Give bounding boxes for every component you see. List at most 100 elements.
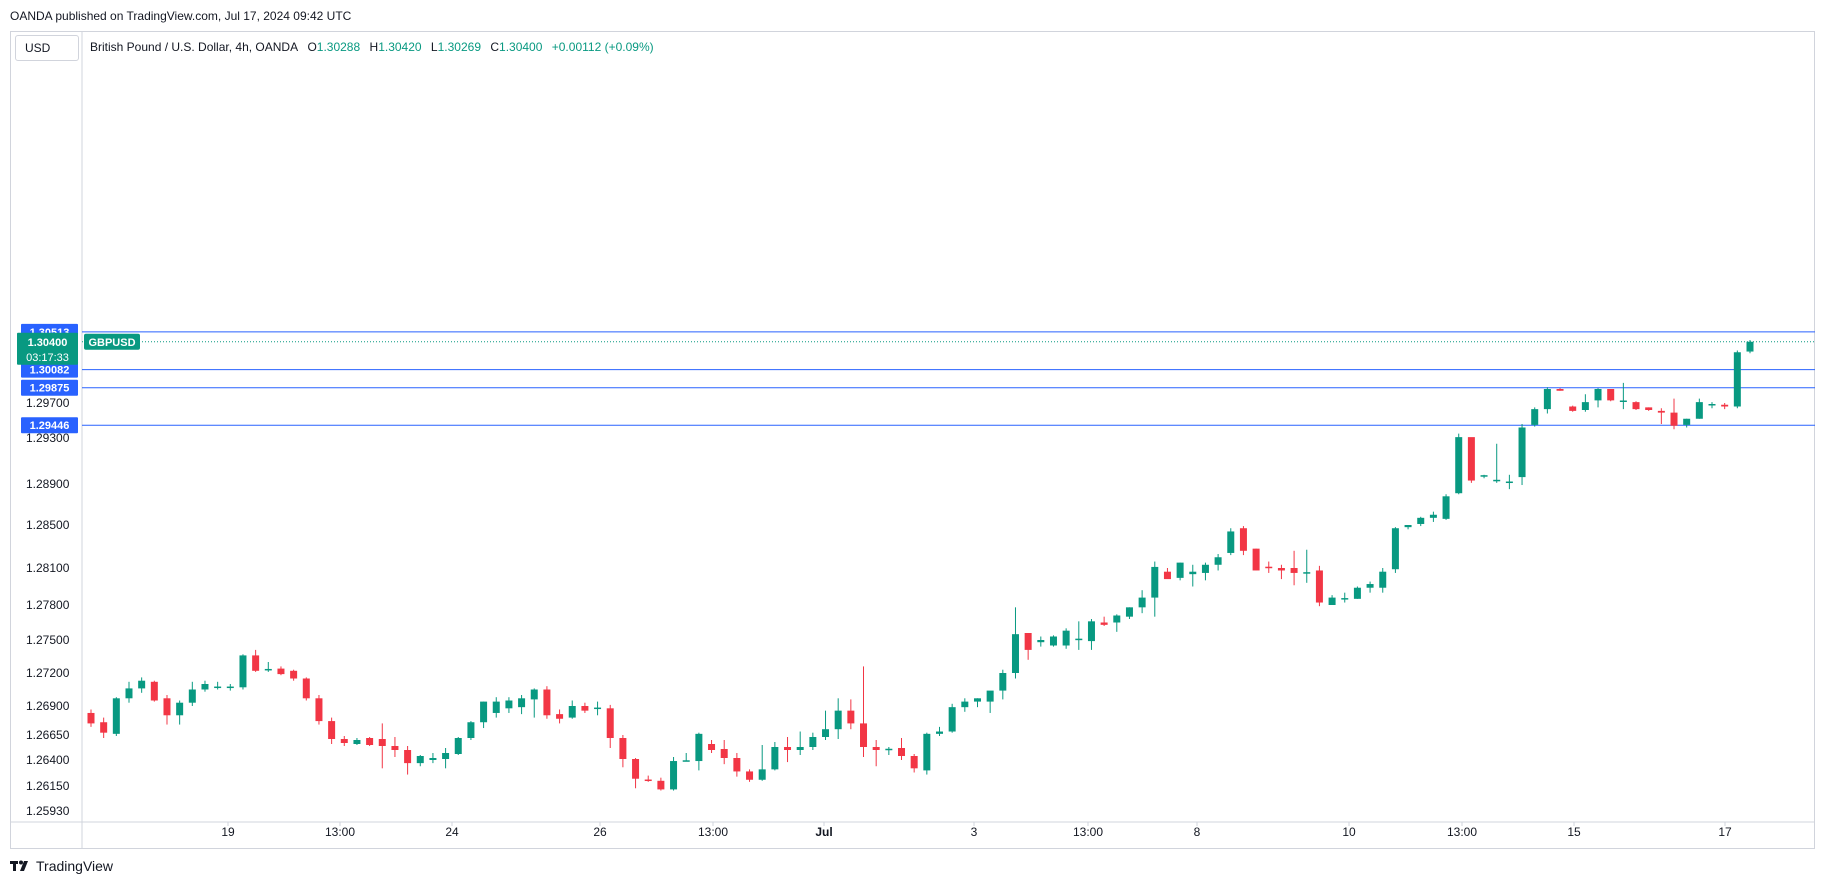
candle-body	[1366, 584, 1374, 588]
candle-body	[1087, 621, 1095, 642]
candle	[226, 684, 234, 691]
candle	[733, 753, 741, 777]
x-tick-label: 13:00	[698, 825, 728, 839]
candle-body	[1480, 475, 1488, 477]
candle	[1657, 408, 1665, 424]
candle-body	[784, 747, 792, 750]
candle	[1379, 568, 1387, 593]
candle	[480, 701, 488, 729]
candle-body	[252, 655, 260, 671]
chart-frame	[10, 31, 1815, 849]
candle	[340, 736, 348, 746]
currency-button[interactable]: USD	[15, 35, 79, 61]
candle-body	[733, 758, 741, 772]
candle	[150, 680, 158, 702]
candle	[1733, 350, 1741, 409]
candle	[581, 702, 589, 713]
candle	[442, 748, 450, 769]
candle	[1265, 561, 1273, 573]
y-tick-label: 1.29700	[26, 396, 70, 410]
x-tick-label: 13:00	[1447, 825, 1477, 839]
level-tag-label: 1.30082	[30, 365, 70, 377]
candle-body	[1328, 597, 1336, 605]
x-tick-label: Jul	[815, 825, 832, 839]
candle-body	[366, 738, 374, 745]
candle	[771, 742, 779, 771]
candle	[1543, 387, 1551, 414]
candle-body	[1379, 571, 1387, 588]
candle-body	[1125, 607, 1133, 617]
candle-body	[1518, 427, 1526, 478]
candle	[986, 690, 994, 713]
candle	[1505, 474, 1513, 490]
candle	[1252, 548, 1260, 571]
candle-body	[822, 729, 830, 737]
candle	[1049, 635, 1057, 647]
candle-body	[467, 722, 475, 738]
candle-body	[632, 759, 640, 779]
candle	[1417, 516, 1425, 527]
candle	[885, 747, 893, 755]
level-tag-label: 1.29875	[30, 383, 70, 395]
candle	[530, 688, 538, 718]
candle	[758, 745, 766, 781]
x-tick-label: 24	[445, 825, 459, 839]
publish-info: OANDA published on TradingView.com, Jul …	[10, 9, 352, 23]
candle	[277, 666, 285, 676]
candle-body	[1746, 341, 1754, 352]
candle-body	[505, 700, 513, 709]
candle-body	[1531, 409, 1539, 425]
candle	[1214, 554, 1222, 571]
candle	[201, 680, 209, 692]
candle-body	[1404, 525, 1412, 528]
candle-body	[885, 748, 893, 751]
candle	[784, 737, 792, 763]
candle-body	[138, 680, 146, 689]
candle-body	[1011, 634, 1019, 673]
candle-body	[1569, 406, 1577, 411]
candle-body	[1189, 571, 1197, 575]
x-tick-label: 3	[971, 825, 978, 839]
tradingview-watermark[interactable]: TradingView	[10, 858, 113, 874]
candle	[935, 726, 943, 736]
candle	[239, 654, 247, 690]
candle-body	[492, 701, 500, 713]
candle-body	[999, 673, 1007, 691]
candle	[1556, 388, 1564, 391]
candle	[1087, 619, 1095, 650]
candle-body	[708, 744, 716, 750]
x-tick-label: 8	[1194, 825, 1201, 839]
candle-body	[771, 747, 779, 770]
candle-body	[454, 738, 462, 754]
candle-body	[1657, 410, 1665, 413]
candle	[1366, 581, 1374, 593]
candle-body	[1303, 572, 1311, 574]
candle-body	[125, 688, 133, 699]
tradingview-logo-icon	[10, 860, 28, 871]
candle-body	[670, 761, 678, 790]
candle	[378, 723, 386, 769]
candle	[1429, 511, 1437, 522]
candle	[822, 710, 830, 740]
candle-body	[619, 738, 627, 759]
candle	[746, 769, 754, 782]
candle-body	[1391, 528, 1399, 570]
candle-body	[416, 756, 424, 764]
candle	[999, 669, 1007, 700]
current-price-tag	[17, 332, 78, 365]
candle-body	[594, 707, 602, 710]
candle-body	[1037, 640, 1045, 643]
candle-body	[150, 681, 158, 701]
candle-body	[1442, 496, 1450, 519]
candle-body	[1176, 562, 1184, 578]
candle-body	[214, 686, 222, 689]
candle-body	[353, 740, 361, 744]
candle	[416, 755, 424, 767]
candle	[1721, 403, 1729, 410]
candle-body	[973, 698, 981, 702]
candle-body	[226, 686, 234, 689]
candle-body	[87, 712, 95, 724]
tradingview-brand: TradingView	[36, 858, 114, 874]
candle-body	[1353, 587, 1361, 599]
